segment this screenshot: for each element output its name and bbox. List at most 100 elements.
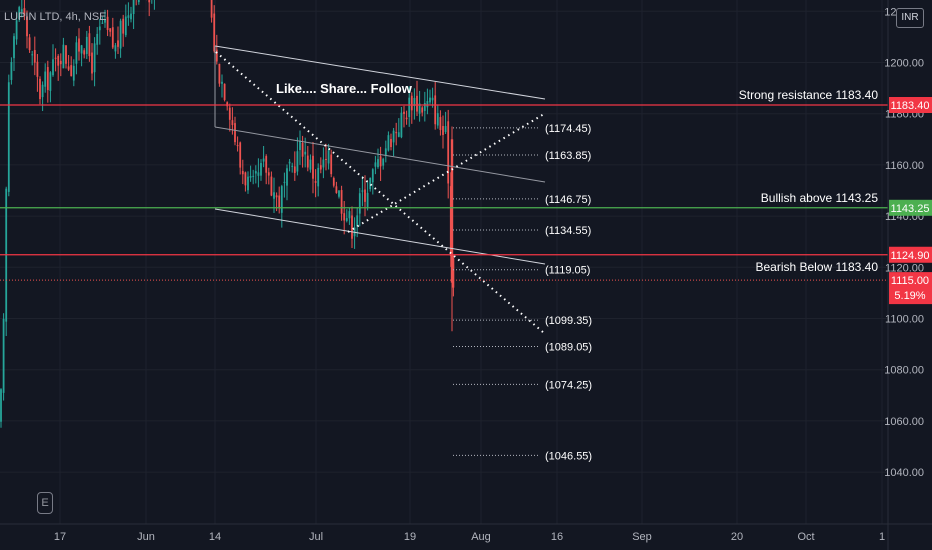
candle-body	[301, 142, 304, 157]
candle-body	[132, 0, 135, 15]
channel-upper-line	[214, 45, 546, 100]
target-label: (1099.35)	[545, 315, 592, 327]
candle-body	[104, 19, 106, 23]
candle-body	[247, 176, 249, 191]
candle-body	[36, 61, 39, 77]
dotted-fall-line	[215, 51, 545, 334]
candle-body	[137, 0, 140, 3]
candle-body	[348, 211, 351, 219]
price-badge	[889, 246, 932, 263]
candle-body	[98, 26, 101, 31]
level-label: Bearish Below 1183.40	[755, 260, 878, 274]
candle-body	[70, 65, 73, 77]
candle-body	[0, 389, 2, 422]
target-label: (1174.45)	[545, 123, 591, 135]
earnings-icon[interactable]: E	[37, 492, 53, 514]
candle-body	[364, 189, 366, 202]
candle-body	[296, 151, 299, 172]
candle-body	[236, 145, 239, 147]
time-tick-label: 20	[731, 531, 743, 543]
candle-body	[124, 16, 127, 36]
candle-body	[83, 50, 86, 55]
candle-body	[148, 0, 151, 3]
candle-body	[390, 138, 392, 148]
candle-body	[335, 186, 338, 193]
candle-body	[96, 33, 99, 45]
candle-body	[26, 16, 28, 37]
candle-body	[392, 130, 395, 143]
candle-body	[39, 78, 41, 100]
time-tick-label: Sep	[632, 531, 652, 543]
candle-body	[405, 117, 408, 120]
candle-body	[382, 158, 385, 166]
candle-body	[221, 81, 223, 84]
candle-body	[325, 159, 327, 161]
symbol-label[interactable]: LUPIN LTD, 4h, NSE	[4, 11, 107, 23]
chart-annotation: Like.... Share... Follow	[276, 81, 413, 96]
candle-body	[338, 190, 340, 197]
candle-body	[130, 13, 132, 20]
candle-body	[228, 107, 231, 120]
candle-body	[434, 95, 437, 125]
candle-body	[283, 181, 286, 183]
candle-body	[444, 126, 447, 133]
candle-body	[291, 165, 294, 167]
candle-body	[421, 107, 424, 113]
candle-body	[452, 258, 455, 288]
target-label: (1163.85)	[545, 150, 591, 162]
candle-body	[340, 190, 343, 214]
candle-body	[93, 43, 96, 73]
candle-body	[41, 84, 44, 98]
candle-body	[403, 111, 405, 114]
price-axis[interactable]: 1040.001060.001080.001100.001120.001140.…	[884, 0, 924, 550]
price-badge-text: 1124.90	[891, 250, 930, 262]
candle-body	[252, 175, 255, 177]
candle-body	[439, 117, 442, 131]
candle-body	[273, 192, 275, 199]
candle-body	[239, 142, 242, 168]
candle-body	[413, 97, 416, 107]
candle-body	[260, 163, 262, 176]
price-tick-label: 1080.00	[884, 365, 924, 377]
candle-body	[215, 49, 218, 62]
candle-body	[54, 57, 57, 59]
candle-body	[416, 95, 418, 112]
currency-badge[interactable]: INR	[896, 8, 924, 28]
candle-body	[75, 42, 78, 64]
candle-body	[7, 82, 10, 192]
candle-body	[241, 170, 244, 175]
time-axis[interactable]: 17 Jun 14 Jul 19 Aug 16 Sep 20 Oct 1	[0, 523, 932, 543]
candle-body	[33, 50, 36, 63]
candle-body	[57, 55, 60, 66]
candle-body	[423, 102, 426, 111]
candle-body	[356, 215, 359, 227]
candle-body	[210, 0, 213, 18]
time-tick-label: Oct	[797, 531, 814, 543]
horizontal-levels: Strong resistance 1183.40 Bullish above 1…	[0, 88, 888, 281]
candle-body	[429, 97, 431, 103]
candle-body	[44, 71, 47, 87]
target-label: (1046.55)	[545, 450, 592, 462]
candle-body	[257, 172, 260, 176]
candle-body	[88, 33, 91, 57]
candle-body	[447, 121, 450, 184]
candle-body	[67, 66, 70, 70]
candle-body	[366, 192, 369, 207]
candle-body	[314, 181, 317, 183]
candle-body	[85, 36, 88, 54]
candle-body	[23, 8, 26, 16]
level-label: Bullish above 1143.25	[761, 191, 879, 205]
price-badge	[889, 96, 932, 113]
candle-body	[109, 28, 112, 32]
time-tick-label: 17	[54, 531, 66, 543]
candle-body	[28, 37, 31, 51]
candle-body	[450, 139, 454, 283]
candle-body	[306, 155, 309, 168]
candle-body	[117, 40, 119, 47]
candle-body	[371, 169, 374, 183]
candle-body	[275, 195, 278, 198]
time-tick-label: Aug	[471, 531, 491, 543]
channel-mid-line	[214, 126, 546, 183]
candle-body	[280, 186, 283, 213]
